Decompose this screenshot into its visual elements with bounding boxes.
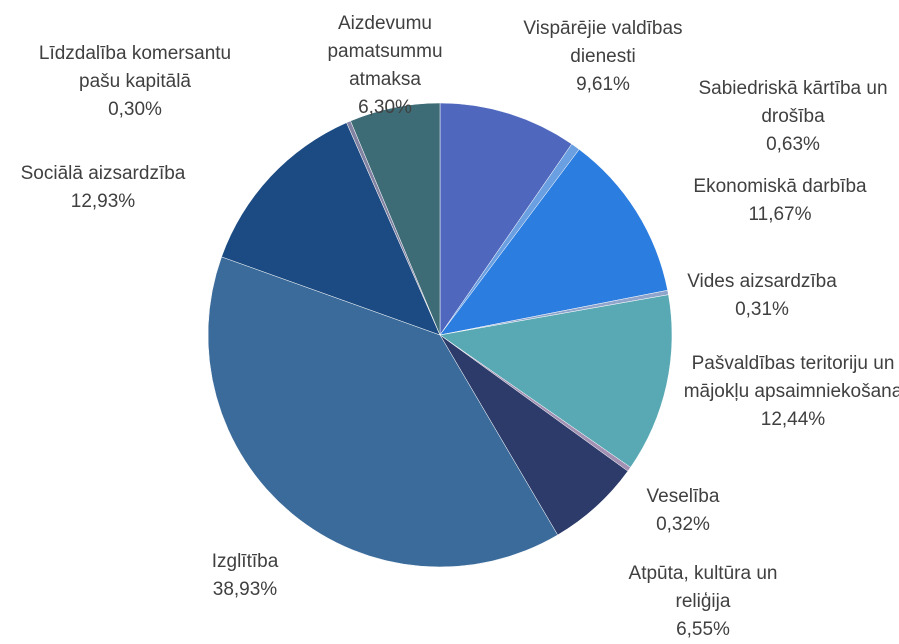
- slice-label: Sociālā aizsardzība 12,93%: [0, 160, 228, 216]
- slice-label: Vides aizsardzība 0,31%: [652, 268, 872, 324]
- category-label: Izglītība: [211, 551, 279, 572]
- value-label: 11,67%: [748, 204, 812, 225]
- category-label: Ekonomiskā darbība: [693, 176, 867, 197]
- value-label: 9,61%: [576, 74, 630, 95]
- slice-label: Līdzdalība komersantu pašu kapitālā 0,30%: [23, 40, 248, 124]
- value-label: 0,30%: [108, 99, 162, 120]
- slice-label: Atpūta, kultūra un reliģija 6,55%: [608, 560, 798, 644]
- pie-slice: [439, 294, 673, 468]
- category-label: Pašvaldības teritoriju un mājokļu apsaim…: [683, 353, 899, 402]
- category-label: Sabiedriskā kārtība un drošība: [698, 78, 888, 127]
- category-label: Vides aizsardzība: [687, 271, 837, 292]
- category-label: Līdzdalība komersantu pašu kapitālā: [38, 43, 232, 92]
- value-label: 0,32%: [656, 514, 710, 535]
- pie-slice: [221, 122, 441, 336]
- pie-slice: [207, 256, 559, 568]
- value-label: 0,63%: [766, 134, 820, 155]
- value-label: 0,31%: [735, 299, 789, 320]
- value-label: 38,93%: [212, 579, 278, 600]
- pie-slice: [350, 102, 441, 336]
- category-label: Aizdevumu pamatsummu atmaksa: [327, 13, 443, 90]
- slice-label: Aizdevumu pamatsummu atmaksa 6,30%: [293, 10, 478, 122]
- pie-slice: [439, 149, 668, 336]
- value-label: 6,55%: [676, 619, 730, 640]
- value-label: 12,44%: [760, 409, 826, 430]
- slice-label: Sabiedriskā kārtība un drošība 0,63%: [678, 75, 899, 159]
- slice-label: Izglītība 38,93%: [170, 548, 320, 604]
- slice-label: Pašvaldības teritoriju un mājokļu apsaim…: [683, 350, 899, 434]
- slice-label: Veselība 0,32%: [608, 483, 758, 539]
- slice-label: Vispārējie valdības dienesti 9,61%: [503, 15, 703, 99]
- pie-slice: [439, 102, 573, 336]
- category-label: Veselība: [646, 486, 720, 507]
- slice-label: Ekonomiskā darbība 11,67%: [650, 173, 899, 229]
- value-label: 6,30%: [358, 97, 412, 118]
- category-label: Sociālā aizsardzība: [20, 163, 186, 184]
- value-label: 12,93%: [70, 191, 136, 212]
- category-label: Vispārējie valdības dienesti: [523, 18, 683, 67]
- category-label: Atpūta, kultūra un reliģija: [628, 563, 778, 612]
